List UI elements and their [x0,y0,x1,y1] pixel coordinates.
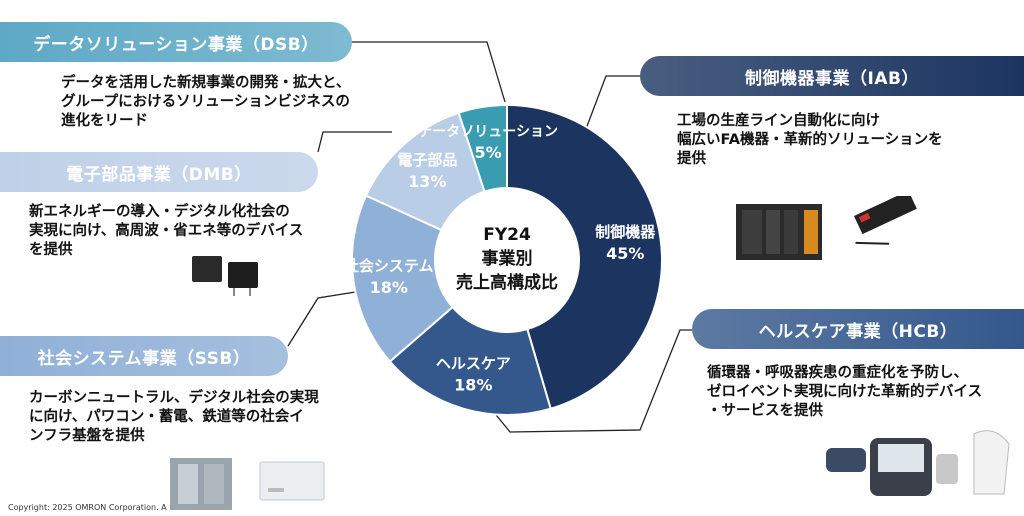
segment-hcb-desc: 循環器・呼吸器疾患の重症化を予防し、 ゼロイベント実現に向けた革新的デバイス ・… [707,365,983,419]
relay-product-image [192,256,258,296]
segment-ssb-desc: カーボンニュートラル、デジタル社会の実現 に向け、パワコン・蓄電、鉄道等の社会イ… [29,390,319,444]
slice-value-2: 18% [370,278,408,297]
connector-iab [577,75,640,151]
donut-slice-4 [457,103,508,193]
slice-value-3: 13% [408,172,446,191]
connector-ssb [287,289,369,347]
donut-slice-1 [388,305,552,416]
segment-ssb-title: 社会システム事業（SSB） [0,336,288,376]
center-label-line-2: 売上高構成比 [456,272,558,293]
connector-dsb [352,41,506,103]
segment-iab-title: 制御機器事業（IAB） [640,56,1024,96]
segment-dsb-title: データソリューション事業（DSB） [0,22,352,62]
healthcare-product-image [826,430,1010,496]
slice-label-2: 社会システム [343,257,434,275]
segment-dmb-title: 電子部品事業（DMB） [0,152,318,192]
connector-dmb [317,131,392,153]
donut-hole [436,189,578,331]
center-label-line-0: FY24 [483,225,531,245]
fa-controller-product-image [736,196,917,260]
center-label-line-1: 事業別 [482,248,533,269]
slice-value-1: 18% [454,376,492,395]
donut-slice-2 [351,194,454,363]
slice-label-0: 制御機器 [595,223,656,241]
segment-dmb-desc: 新エネルギーの導入・デジタル化社会の 実現に向け、高周波・省エネ等のデバイス を… [29,204,304,258]
slice-value-0: 45% [606,244,644,263]
slice-label-3: 電子部品 [397,151,457,169]
slice-value-4: 5% [475,143,502,162]
segment-hcb-title: ヘルスケア事業（HCB） [692,309,1024,349]
segment-dsb-desc: データを活用した新規事業の開発・拡大と、 グループにおけるソリューションビジネス… [61,75,351,129]
copyright-notice: Copyright: 2025 OMRON Corporation. A [8,503,167,512]
connector-hcb [491,329,692,433]
social-system-product-image [170,458,325,510]
segment-iab-desc: 工場の生産ライン自動化に向け 幅広いFA機器・革新的ソリューションを 提供 [677,113,943,167]
slice-label-4: データソリューション [418,123,558,140]
donut-slice-0 [506,103,663,410]
slice-label-1: ヘルスケア [436,355,511,373]
